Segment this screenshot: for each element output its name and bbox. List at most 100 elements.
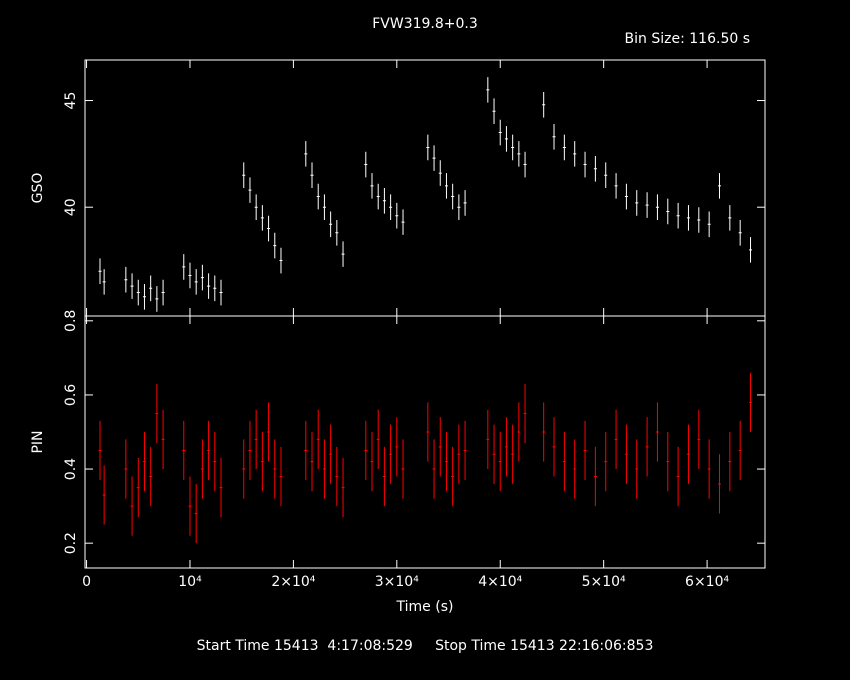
error-bar bbox=[267, 402, 271, 462]
error-bar bbox=[666, 431, 670, 492]
error-bar bbox=[335, 220, 339, 246]
error-bar bbox=[426, 402, 430, 462]
error-bar bbox=[395, 202, 399, 229]
y-axis-label: GSO bbox=[30, 173, 46, 204]
error-bar bbox=[645, 417, 649, 477]
error-bar bbox=[254, 194, 258, 220]
x-tick-label: 4×10⁴ bbox=[478, 574, 522, 590]
error-bar bbox=[304, 420, 308, 481]
error-bar bbox=[562, 134, 566, 161]
error-bar bbox=[207, 420, 211, 481]
error-bar bbox=[149, 446, 153, 507]
error-bar bbox=[322, 439, 326, 499]
error-bar bbox=[504, 417, 508, 477]
error-bar bbox=[562, 431, 566, 492]
error-bar bbox=[635, 190, 639, 216]
error-bar bbox=[432, 145, 436, 171]
error-bar bbox=[370, 431, 374, 492]
error-bar bbox=[676, 202, 680, 229]
error-bar bbox=[697, 207, 701, 233]
error-bar bbox=[389, 194, 393, 220]
error-bar bbox=[260, 431, 264, 492]
error-bar bbox=[593, 156, 597, 182]
error-bar bbox=[213, 275, 217, 302]
error-bar bbox=[260, 205, 264, 231]
error-bar bbox=[738, 220, 742, 246]
error-bar bbox=[254, 409, 258, 470]
error-bar bbox=[155, 286, 159, 312]
error-bar bbox=[457, 194, 461, 220]
error-bar bbox=[395, 417, 399, 477]
error-bar bbox=[451, 183, 455, 210]
error-bar bbox=[624, 424, 628, 484]
error-bar bbox=[102, 465, 106, 525]
error-bar bbox=[207, 273, 211, 299]
error-bar bbox=[645, 192, 649, 218]
error-bar bbox=[124, 266, 128, 293]
error-bar bbox=[728, 205, 732, 231]
error-bar bbox=[438, 417, 442, 477]
error-bar bbox=[717, 454, 721, 514]
error-bar bbox=[310, 162, 314, 188]
error-bar bbox=[749, 372, 753, 432]
y-tick-label: 0.6 bbox=[63, 384, 79, 406]
y-axis-label: PIN bbox=[30, 430, 46, 453]
error-bar bbox=[717, 173, 721, 199]
error-bar bbox=[486, 409, 490, 470]
error-bar bbox=[583, 420, 587, 481]
error-bar bbox=[498, 119, 502, 146]
error-bar bbox=[552, 124, 556, 150]
error-bar bbox=[242, 439, 246, 499]
y-tick-label: 40 bbox=[63, 198, 79, 216]
error-bar bbox=[329, 424, 333, 484]
error-bar bbox=[124, 439, 128, 499]
error-bar bbox=[511, 424, 515, 484]
error-bar bbox=[382, 188, 386, 214]
error-bar bbox=[438, 160, 442, 186]
x-axis-label: Time (s) bbox=[396, 599, 454, 615]
error-bar bbox=[142, 284, 146, 310]
error-bar bbox=[364, 420, 368, 481]
error-bar bbox=[542, 92, 546, 118]
error-bar bbox=[573, 439, 577, 499]
error-bar bbox=[200, 264, 204, 291]
error-bar bbox=[457, 424, 461, 484]
y-tick-label: 0.2 bbox=[63, 532, 79, 554]
error-bar bbox=[504, 126, 508, 152]
x-tick-label: 2×10⁴ bbox=[271, 574, 315, 590]
error-bar bbox=[279, 247, 283, 274]
error-bar bbox=[364, 151, 368, 178]
error-bar bbox=[492, 98, 496, 124]
error-bar bbox=[707, 439, 711, 499]
y-tick-label: 45 bbox=[63, 92, 79, 110]
error-bar bbox=[376, 183, 380, 210]
error-bar bbox=[666, 198, 670, 225]
error-bar bbox=[707, 211, 711, 238]
error-bar bbox=[517, 402, 521, 462]
error-bar bbox=[279, 446, 283, 507]
error-bar bbox=[248, 177, 252, 203]
error-bar bbox=[341, 241, 345, 267]
error-bar bbox=[492, 424, 496, 484]
error-bar bbox=[451, 446, 455, 507]
panel-frame bbox=[84, 315, 766, 569]
error-bar bbox=[188, 476, 192, 536]
error-bar bbox=[486, 77, 490, 103]
error-bar bbox=[593, 446, 597, 507]
error-bar bbox=[98, 420, 102, 481]
error-bar bbox=[161, 409, 165, 470]
error-bar bbox=[382, 446, 386, 507]
bin-size: Bin Size: 116.50 s bbox=[625, 31, 750, 47]
error-bar bbox=[686, 205, 690, 231]
error-bar bbox=[370, 173, 374, 199]
x-tick-label: 10⁴ bbox=[178, 574, 202, 590]
error-bar bbox=[149, 275, 153, 302]
error-bar bbox=[304, 141, 308, 167]
error-bar bbox=[614, 409, 618, 470]
error-bar bbox=[161, 279, 165, 306]
error-bar bbox=[401, 209, 405, 235]
error-bar bbox=[655, 402, 659, 462]
error-bar bbox=[444, 431, 448, 492]
error-bar bbox=[130, 273, 134, 299]
error-bar bbox=[248, 420, 252, 481]
